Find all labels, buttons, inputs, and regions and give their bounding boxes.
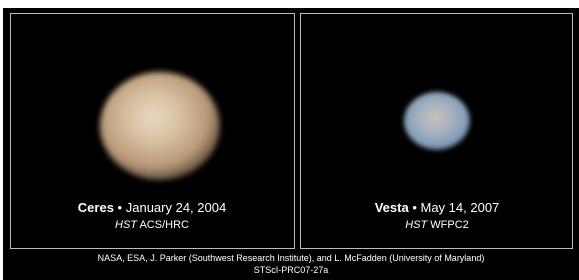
credit: NASA, ESA, J. Parker (Southwest Research… — [98, 253, 485, 263]
vesta-image — [404, 92, 470, 150]
page: Ceres • January 24, 2004 HST ACS/HRC Ves… — [0, 0, 579, 280]
ceres-title: Ceres • January 24, 2004 — [78, 200, 226, 215]
release-id: STScI-PRC07-27a — [254, 265, 329, 275]
vesta-title: Vesta • May 14, 2007 — [375, 200, 500, 215]
vesta-instrument: HST WFPC2 — [405, 219, 469, 231]
ceres-instrument: HST ACS/HRC — [115, 219, 189, 231]
image: Ceres • January 24, 2004 HST ACS/HRC Ves… — [0, 0, 579, 280]
ceres-image — [100, 72, 220, 180]
